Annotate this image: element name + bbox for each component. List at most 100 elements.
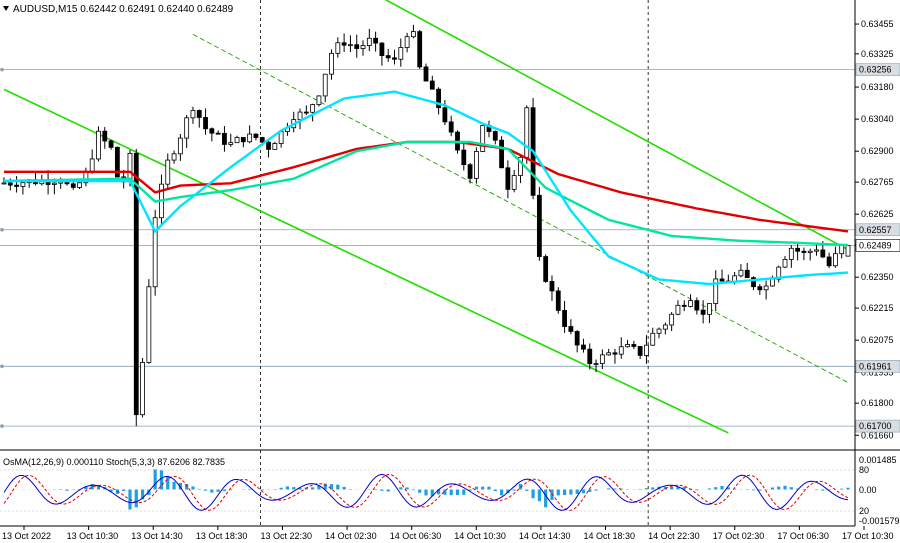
candle-body [618,346,624,355]
candle-body [272,143,278,150]
candle-body [373,37,379,44]
candle-body [354,44,360,49]
candle-body [461,149,467,166]
subwindow-label: OsMA(12,26,9) 0.000110 Stoch(5,3,3) 87.6… [3,457,225,467]
candle-body [524,107,530,158]
candle-body [240,137,246,143]
price-tick-label: 0.62765 [861,177,894,187]
candle-body [360,45,366,49]
candle-body [625,344,630,348]
price-tick-label: 0.62215 [861,303,894,313]
candle-body [222,132,227,145]
candle-body [51,182,57,185]
trend-channels [3,0,849,434]
candle-body [700,309,706,315]
level-label: 0.61961 [859,361,892,371]
ema-short-line [4,90,849,286]
price-tick-label: 0.63040 [861,114,894,124]
candle-body [499,139,504,169]
candle-body [228,142,234,145]
candle-body [688,300,693,307]
level-tag [855,63,900,76]
current-price-tag [855,239,900,252]
candle-body [839,244,845,255]
time-tick-label: 14 Oct 22:30 [648,531,700,541]
candle-body [140,362,145,416]
candle-body [593,363,599,365]
candle-body [385,55,391,59]
candle-body [392,57,397,60]
candle-body [833,253,838,267]
candle-body [1,182,7,185]
candle-body [203,117,208,130]
candle-body [108,140,114,148]
time-tick-label: 13 Oct 14:30 [131,531,183,541]
candle-body [631,344,637,347]
candle-body [20,182,26,187]
level-label: 0.61700 [859,421,892,431]
candle-body [423,66,429,82]
level-anchor [0,364,4,369]
candle-body [96,130,101,160]
candle-body [549,281,555,292]
candle-body [744,269,750,279]
candle-body [713,278,719,304]
subwindow-scale-label: 0.001485 [859,455,897,465]
candle-body [165,159,171,185]
time-tick-label: 17 Oct 10:30 [842,531,894,541]
candle-body [247,133,253,143]
time-tick-label: 13 Oct 2022 [2,531,51,541]
candle-body [259,137,265,143]
candle-body [599,354,605,364]
time-tick-label: 17 Oct 06:30 [777,531,829,541]
level-label: 0.62489 [859,240,892,250]
candle-body [637,346,643,356]
candle-body [555,290,561,311]
stoch-signal-line [3,473,849,511]
candle-body [70,183,76,188]
candle-body [826,256,832,267]
candle-body [776,266,782,280]
candle-body [650,332,656,346]
price-tick-label: 0.62075 [861,335,894,345]
candle-body [335,42,341,54]
time-tick-label: 13 Oct 22:30 [260,531,312,541]
candle-body [751,277,756,288]
candle-body [770,278,775,287]
subwindow-scale-label: 20 [859,506,869,516]
candle-body [209,128,215,134]
candle-body [467,164,473,179]
candle-body [707,303,712,315]
candle-body [845,244,851,257]
price-tick-label: 0.61660 [861,430,894,440]
candle-body [146,286,152,363]
candle-body [310,104,316,113]
candle-body [14,184,19,187]
header-triangle-icon [3,6,9,11]
time-tick-label: 14 Oct 14:30 [519,531,571,541]
candle-body [366,37,372,46]
level-anchor [0,67,4,72]
time-tick-label: 14 Oct 02:30 [325,531,377,541]
candle-body [518,156,523,176]
level-tag [855,419,900,433]
candle-body [398,47,404,60]
price-tick-label: 0.61800 [861,398,894,408]
candle-body [303,111,309,114]
candle-body [316,95,322,105]
candle-body [763,285,769,291]
candle-body [215,132,221,135]
candle-body [814,249,819,252]
candle-body [379,42,385,56]
subwindow-scale-label: -0.001579 [859,516,900,526]
level-tag [855,223,900,237]
price-tick-label: 0.63325 [861,49,894,59]
candle-body [782,259,788,268]
candle-body [788,247,794,260]
candle-body [644,344,649,356]
candle-body [190,110,196,119]
candle-body [675,304,681,315]
